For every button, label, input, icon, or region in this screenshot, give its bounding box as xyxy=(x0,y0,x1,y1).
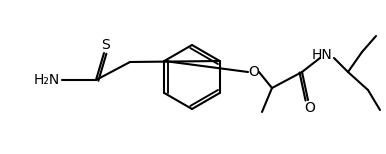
Text: H₂N: H₂N xyxy=(34,73,60,87)
Text: HN: HN xyxy=(312,48,332,62)
Text: O: O xyxy=(305,101,315,115)
Text: O: O xyxy=(249,65,259,79)
Text: S: S xyxy=(102,38,110,52)
